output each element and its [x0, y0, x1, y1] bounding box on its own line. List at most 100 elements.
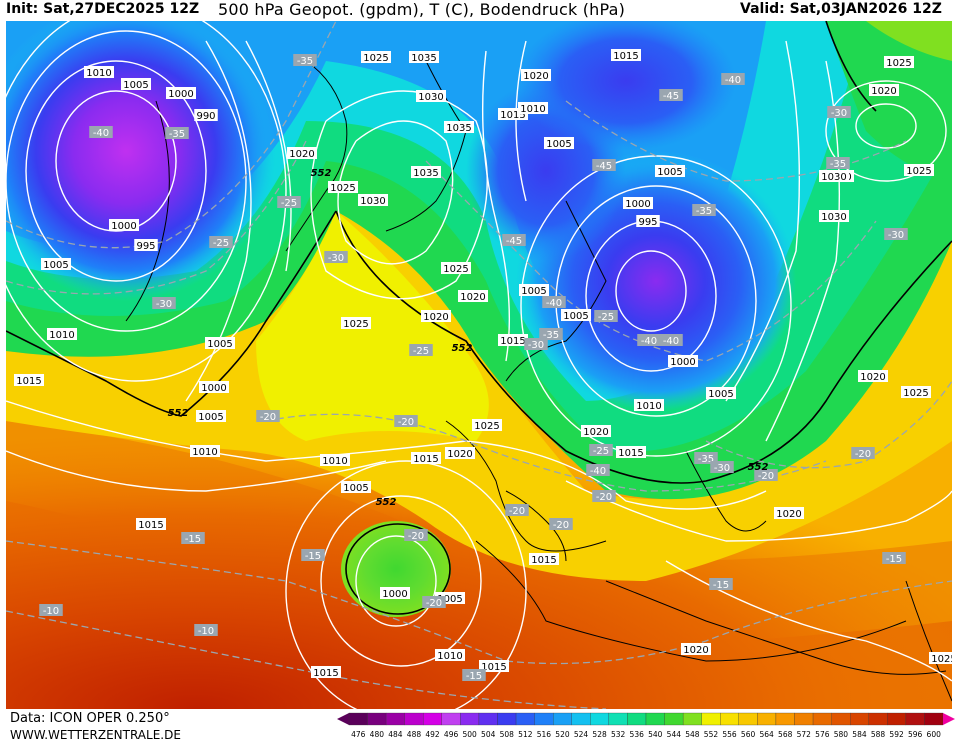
- svg-text:995: 995: [638, 217, 657, 228]
- pressure-label: 1000: [668, 355, 698, 368]
- colorbar: 476 480 484 488 492 496 500 504 508 512 516 520 524 5…: [337, 712, 955, 739]
- temperature-label: -15: [882, 552, 906, 565]
- svg-text:-10: -10: [198, 626, 214, 637]
- pressure-label: 990: [194, 109, 218, 122]
- pressure-label: 1025: [929, 652, 952, 665]
- svg-text:1035: 1035: [411, 53, 436, 64]
- colorbar-tick-label: 576: [815, 730, 830, 739]
- svg-text:1005: 1005: [563, 311, 588, 322]
- colorbar-swatch: [497, 712, 517, 726]
- svg-text:1020: 1020: [583, 427, 608, 438]
- svg-text:1005: 1005: [43, 260, 68, 271]
- svg-text:-40: -40: [725, 75, 741, 86]
- svg-text:1005: 1005: [198, 412, 223, 423]
- colorbar-tick-label: 480: [370, 730, 385, 739]
- temperature-label: -40: [721, 73, 745, 86]
- chart-title: 500 hPa Geopot. (gpdm), T (C), Bodendruc…: [218, 0, 626, 19]
- temperature-label: -20: [256, 410, 280, 423]
- temperature-label: -35: [293, 54, 317, 67]
- colorbar-tick-label: 544: [667, 730, 682, 739]
- svg-text:1025: 1025: [474, 421, 499, 432]
- pressure-label: 1020: [521, 69, 551, 82]
- svg-text:990: 990: [196, 111, 215, 122]
- pressure-label: 1005: [196, 410, 226, 423]
- colorbar-swatch: [608, 712, 628, 726]
- temperature-label: -30: [152, 297, 176, 310]
- svg-text:-25: -25: [598, 312, 614, 323]
- colorbar-tick-label: 592: [889, 730, 904, 739]
- colorbar-tick-label: 560: [741, 730, 756, 739]
- svg-text:1035: 1035: [413, 168, 438, 179]
- svg-text:-35: -35: [696, 206, 712, 217]
- pressure-label: 1020: [287, 147, 317, 160]
- svg-text:1025: 1025: [363, 53, 388, 64]
- svg-text:-35: -35: [297, 56, 313, 67]
- pressure-label: 1025: [904, 164, 934, 177]
- colorbar-swatch: [664, 712, 684, 726]
- svg-text:995: 995: [136, 241, 155, 252]
- temperature-label: -25: [209, 236, 233, 249]
- colorbar-right-arrow: [943, 713, 955, 725]
- svg-text:1005: 1005: [437, 594, 462, 605]
- colorbar-tick-label: 580: [834, 730, 849, 739]
- colorbar-tick-label: 552: [704, 730, 719, 739]
- temperature-label: -25: [409, 344, 433, 357]
- svg-text:1020: 1020: [860, 372, 885, 383]
- pressure-label: 1020: [681, 643, 711, 656]
- temperature-label: -35: [826, 157, 850, 170]
- svg-text:1020: 1020: [523, 71, 548, 82]
- pressure-label: 1020: [458, 290, 488, 303]
- colorbar-swatch: [478, 712, 498, 726]
- svg-text:-45: -45: [506, 236, 522, 247]
- colorbar-swatch: [831, 712, 851, 726]
- svg-text:1005: 1005: [123, 80, 148, 91]
- svg-text:1025: 1025: [443, 264, 468, 275]
- svg-text:-45: -45: [596, 161, 612, 172]
- temperature-label: -20: [422, 596, 446, 609]
- colorbar-swatch: [887, 712, 907, 726]
- temperature-label: -20: [754, 469, 778, 482]
- svg-text:1010: 1010: [192, 447, 217, 458]
- colorbar-swatch: [348, 712, 368, 726]
- pressure-label: 1010: [84, 66, 114, 79]
- svg-text:1030: 1030: [821, 212, 846, 223]
- svg-text:-15: -15: [185, 534, 201, 545]
- svg-text:-30: -30: [831, 108, 847, 119]
- temperature-label: -40: [586, 464, 610, 477]
- temperature-label: -40: [637, 334, 661, 347]
- colorbar-swatch: [738, 712, 758, 726]
- pressure-label: 1010: [435, 649, 465, 662]
- colorbar-tick-label: 572: [797, 730, 812, 739]
- temperature-label: -15: [181, 532, 205, 545]
- colorbar-swatch: [794, 712, 814, 726]
- pressure-label: 1005: [655, 165, 685, 178]
- svg-text:1035: 1035: [446, 123, 471, 134]
- temperature-label: -45: [659, 89, 683, 102]
- svg-text:-20: -20: [596, 492, 612, 503]
- svg-text:-30: -30: [888, 230, 904, 241]
- data-source: Data: ICON OPER 0.250°: [10, 711, 170, 726]
- svg-text:-20: -20: [509, 506, 525, 517]
- colorbar-tick-label: 524: [574, 730, 589, 739]
- colorbar-swatch: [627, 712, 647, 726]
- svg-text:1030: 1030: [360, 196, 385, 207]
- pressure-label: 1015: [529, 553, 559, 566]
- temperature-label: -30: [827, 106, 851, 119]
- pressure-label: 1005: [341, 481, 371, 494]
- svg-text:-25: -25: [413, 346, 429, 357]
- temperature-label: -15: [462, 669, 486, 682]
- svg-text:-15: -15: [305, 551, 321, 562]
- svg-text:-20: -20: [260, 412, 276, 423]
- temperature-label: -25: [589, 444, 613, 457]
- pressure-label: 1015: [498, 334, 528, 347]
- geopotential-label: 552: [168, 408, 189, 419]
- pressure-label: 1000: [623, 197, 653, 210]
- svg-text:-40: -40: [663, 336, 679, 347]
- svg-text:1015: 1015: [413, 454, 438, 465]
- colorbar-tick-label: 548: [685, 730, 700, 739]
- website-url: WWW.WETTERZENTRALE.DE: [10, 728, 181, 742]
- colorbar-swatch: [682, 712, 702, 726]
- temperature-label: -20: [505, 504, 529, 517]
- svg-text:-30: -30: [528, 340, 544, 351]
- svg-text:-20: -20: [758, 471, 774, 482]
